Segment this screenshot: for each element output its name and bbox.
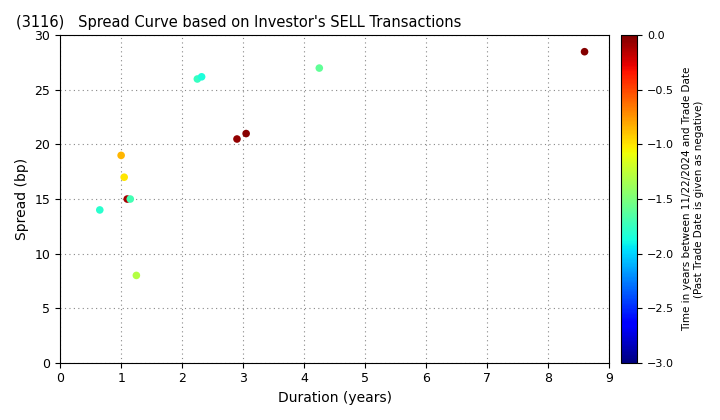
X-axis label: Duration (years): Duration (years) (277, 391, 392, 405)
Y-axis label: Time in years between 11/22/2024 and Trade Date
(Past Trade Date is given as neg: Time in years between 11/22/2024 and Tra… (683, 67, 704, 331)
Point (579, 48, 590, 55)
Point (130, 272, 142, 279)
Point (115, 152, 127, 159)
Point (192, 76, 203, 82)
Y-axis label: Spread (bp): Spread (bp) (15, 158, 29, 240)
Point (122, 196, 133, 202)
Point (118, 174, 130, 181)
Point (196, 74, 207, 80)
Point (240, 130, 252, 137)
Point (125, 196, 136, 202)
Point (94, 207, 106, 213)
Text: (3116)   Spread Curve based on Investor's SELL Transactions: (3116) Spread Curve based on Investor's … (17, 15, 462, 30)
Point (313, 65, 325, 71)
Point (231, 136, 243, 142)
